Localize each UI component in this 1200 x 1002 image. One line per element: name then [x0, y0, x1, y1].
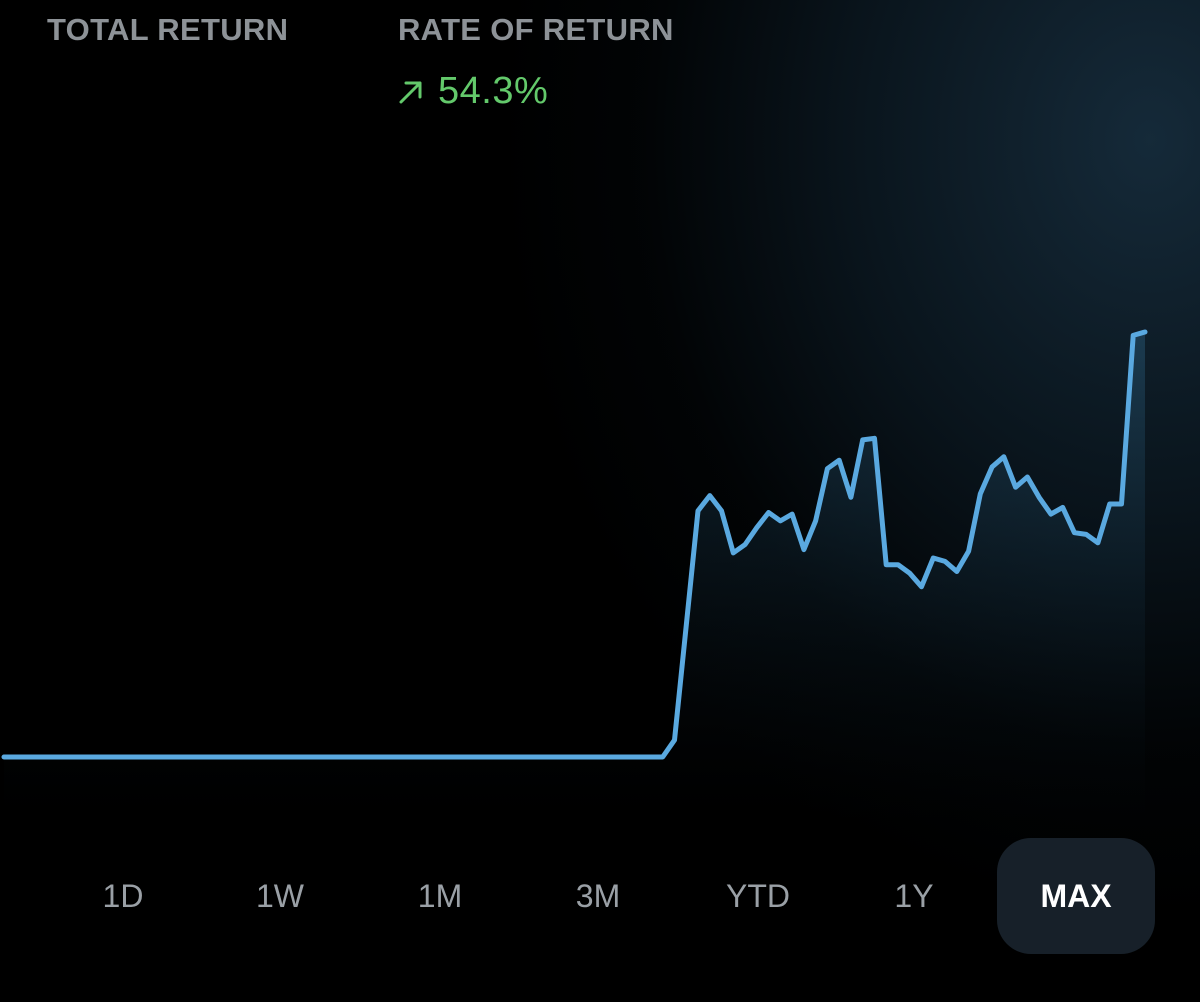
- tab-max[interactable]: MAX: [997, 838, 1155, 954]
- tab-1y[interactable]: 1Y: [894, 877, 934, 914]
- tab-1m[interactable]: 1M: [417, 877, 463, 914]
- total-return-label: TOTAL RETURN: [47, 12, 289, 47]
- rate-of-return-value-row: 54.3%: [396, 70, 548, 113]
- performance-area-fill: [4, 332, 1145, 820]
- tab-3m[interactable]: 3M: [575, 877, 621, 914]
- rate-of-return-label: RATE OF RETURN: [398, 12, 674, 47]
- tab-1d[interactable]: 1D: [102, 877, 144, 914]
- rate-of-return-value: 54.3%: [438, 70, 549, 112]
- performance-chart[interactable]: [0, 0, 1200, 820]
- performance-series-line: [1, 329, 1148, 760]
- tab-1w[interactable]: 1W: [256, 877, 304, 914]
- arrow-up-right-icon: [396, 77, 426, 107]
- tab-ytd[interactable]: YTD: [726, 877, 790, 914]
- time-range-tabs: 1D 1W 1M 3M YTD 1Y MAX: [0, 838, 1200, 954]
